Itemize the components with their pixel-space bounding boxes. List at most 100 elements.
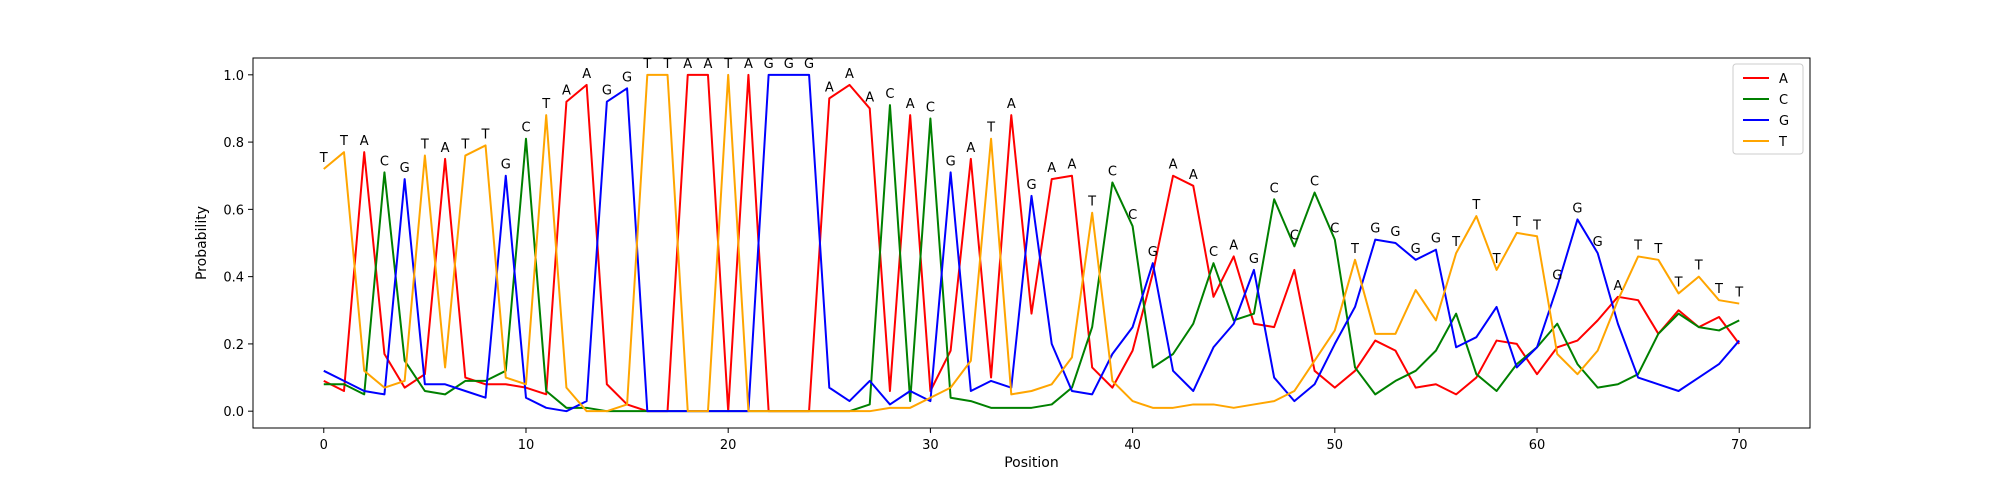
base-call-label: T [1350, 242, 1359, 257]
base-call-label: G [1411, 242, 1421, 257]
base-call-label: A [582, 67, 591, 82]
base-call-label: T [339, 134, 348, 149]
base-call-label: G [1593, 235, 1603, 250]
legend-box [1732, 63, 1804, 155]
y-axis-ticks: 0.0 0.2 0.4 0.6 0.8 1.0 [223, 69, 253, 420]
base-call-label: T [1492, 252, 1501, 267]
base-call-label: G [946, 154, 956, 169]
y-tick-label: 0.8 [223, 136, 244, 151]
base-call-label: A [906, 97, 915, 112]
x-tick-label: 20 [720, 438, 737, 453]
series-layer [323, 73, 1741, 413]
base-call-label: G [1431, 232, 1441, 247]
x-tick-label: 10 [518, 438, 535, 453]
base-call-label: T [420, 138, 429, 153]
x-tick-label: 40 [1124, 438, 1141, 453]
series-line-t [323, 73, 1740, 413]
x-tick-label: 50 [1327, 438, 1344, 453]
base-call-label: G [1026, 178, 1036, 193]
base-call-label: T [319, 151, 328, 166]
base-call-label: T [1734, 286, 1743, 301]
y-axis-label: Probability [194, 206, 210, 280]
base-call-label: T [642, 57, 651, 72]
legend-label-a: A [1779, 72, 1788, 87]
base-call-label: C [1128, 208, 1137, 223]
base-call-label: T [986, 121, 995, 136]
base-call-label: G [602, 84, 612, 99]
base-call-label: C [380, 154, 389, 169]
base-call-label: G [1370, 222, 1380, 237]
base-call-label: T [1471, 198, 1480, 213]
legend-label-c: C [1779, 93, 1788, 108]
base-call-label: G [784, 57, 794, 72]
base-call-label: A [704, 57, 713, 72]
series-line-g [323, 73, 1740, 413]
legend-label-t: T [1778, 135, 1787, 150]
base-call-label: C [1108, 164, 1117, 179]
base-call-label: T [541, 97, 550, 112]
base-call-label: T [460, 138, 469, 153]
base-call-label: T [1714, 282, 1723, 297]
legend-label-g: G [1779, 114, 1789, 129]
base-call-label: A [562, 84, 571, 99]
base-call-label: C [885, 87, 894, 102]
base-call-label: G [622, 70, 632, 85]
series-line-a [323, 73, 1741, 413]
base-call-label: C [1330, 222, 1339, 237]
base-call-label: T [1512, 215, 1521, 230]
base-call-label: G [764, 57, 774, 72]
plot-frame [252, 57, 1811, 429]
y-tick-label: 0.0 [223, 405, 244, 420]
x-axis-ticks: 0 10 20 30 40 50 60 70 [320, 428, 1748, 453]
y-tick-label: 0.2 [223, 338, 244, 353]
base-call-label: T [481, 127, 490, 142]
series-line-c [323, 104, 1740, 413]
base-call-label: A [744, 57, 753, 72]
base-call-label: G [1390, 225, 1400, 240]
base-call-label: T [663, 57, 672, 72]
base-call-label: T [1633, 238, 1642, 253]
base-call-label: C [926, 101, 935, 116]
base-call-label: G [1148, 245, 1158, 260]
base-call-label: A [1067, 158, 1076, 173]
base-call-label: C [1310, 175, 1319, 190]
base-call-label: T [723, 57, 732, 72]
base-call-label: T [1087, 195, 1096, 210]
base-call-label: A [1169, 158, 1178, 173]
base-call-label: G [1572, 201, 1582, 216]
base-call-label: A [845, 67, 854, 82]
base-call-label: T [1694, 259, 1703, 274]
base-call-label: C [521, 121, 530, 136]
base-call-label: T [1653, 242, 1662, 257]
base-call-label: T [1451, 235, 1460, 250]
base-call-label: G [400, 161, 410, 176]
base-call-label: A [1189, 168, 1198, 183]
base-call-label: C [1209, 245, 1218, 260]
base-call-label: A [966, 141, 975, 156]
y-tick-label: 0.4 [223, 271, 244, 286]
x-axis-label: Position [1004, 455, 1059, 471]
base-call-label: A [825, 80, 834, 95]
y-tick-label: 1.0 [223, 69, 244, 84]
base-call-label: G [501, 158, 511, 173]
base-call-label: T [1674, 275, 1683, 290]
x-tick-label: 0 [320, 438, 328, 453]
base-call-label: A [683, 57, 692, 72]
base-call-label: A [865, 90, 874, 105]
base-call-label: G [1552, 269, 1562, 284]
base-call-label: C [1290, 228, 1299, 243]
base-call-label: G [1249, 252, 1259, 267]
y-tick-label: 0.6 [223, 203, 244, 218]
base-call-label: A [1613, 279, 1622, 294]
base-call-label: A [1047, 161, 1056, 176]
x-tick-label: 70 [1731, 438, 1748, 453]
x-tick-label: 30 [922, 438, 939, 453]
base-call-label: G [804, 57, 814, 72]
base-call-label: T [1532, 218, 1541, 233]
base-call-label: A [360, 134, 369, 149]
base-call-label: A [1007, 97, 1016, 112]
x-tick-label: 60 [1529, 438, 1546, 453]
